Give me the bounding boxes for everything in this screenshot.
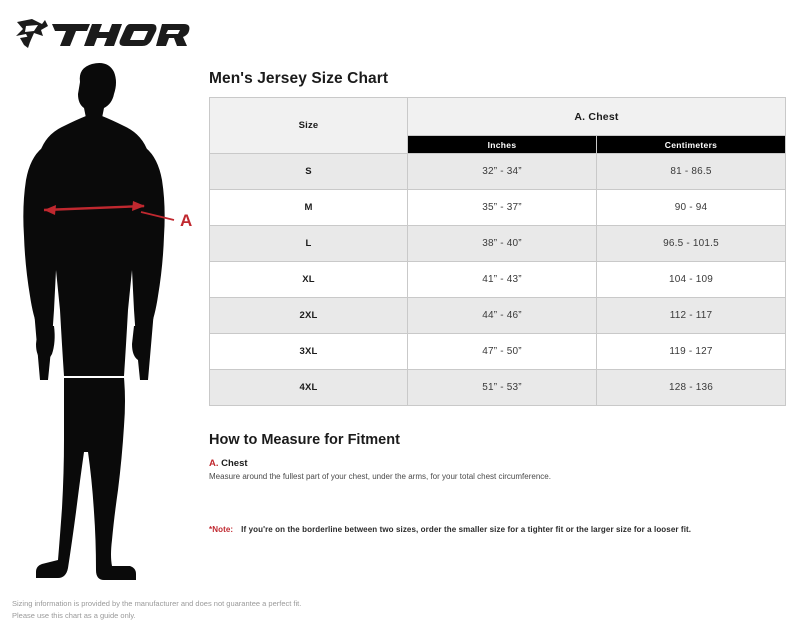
column-header-size: Size <box>209 97 408 154</box>
cell-size: 2XL <box>209 297 408 334</box>
table-body: S 32” - 34” 81 - 86.5 M 35” - 37” 90 - 9… <box>209 153 786 406</box>
table-row: M 35” - 37” 90 - 94 <box>209 189 786 226</box>
cell-centimeters: 112 - 117 <box>596 297 786 334</box>
table-row: XL 41” - 43” 104 - 109 <box>209 261 786 298</box>
cell-size: 3XL <box>209 333 408 370</box>
column-header-centimeters: Centimeters <box>596 135 786 154</box>
chest-measure-arrow <box>43 201 175 221</box>
table-row: 2XL 44” - 46” 112 - 117 <box>209 297 786 334</box>
size-chart-table: Size A. Chest Inches Centimeters S 32” -… <box>209 97 786 406</box>
table-header-row-units: Inches Centimeters <box>210 135 786 154</box>
table-header-row-group: Size A. Chest <box>209 97 786 154</box>
note-line: *Note: If you're on the borderline betwee… <box>209 525 789 534</box>
content-column: Men's Jersey Size Chart Size A. Chest In… <box>209 70 789 534</box>
male-silhouette-svg: A <box>23 63 192 580</box>
cell-inches: 32” - 34” <box>407 153 597 190</box>
cell-inches: 35” - 37” <box>407 189 597 226</box>
column-header-inches: Inches <box>407 135 597 154</box>
page-title: Men's Jersey Size Chart <box>209 70 389 87</box>
footer-disclaimer: Sizing information is provided by the ma… <box>12 598 301 622</box>
cell-inches: 44” - 46” <box>407 297 597 334</box>
how-to-measure-section: How to Measure for Fitment A. Chest Meas… <box>209 432 789 483</box>
measurement-figure: A <box>8 60 208 600</box>
measure-item-chest-title: A. Chest <box>209 458 789 469</box>
table-header: Size A. Chest Inches Centimeters <box>209 97 786 154</box>
brand-logo <box>12 14 192 54</box>
footer-line-2: Please use this chart as a guide only. <box>12 611 136 620</box>
cell-centimeters: 90 - 94 <box>596 189 786 226</box>
note-label: *Note: <box>209 524 234 534</box>
cell-centimeters: 119 - 127 <box>596 333 786 370</box>
measure-item-name: Chest <box>218 458 248 469</box>
thor-wordmark <box>52 24 190 46</box>
cell-centimeters: 81 - 86.5 <box>596 153 786 190</box>
cell-inches: 38” - 40” <box>407 225 597 262</box>
male-torso-silhouette <box>23 63 165 580</box>
cell-centimeters: 96.5 - 101.5 <box>596 225 786 262</box>
measure-item-letter: A. <box>209 458 219 469</box>
cell-inches: 47” - 50” <box>407 333 597 370</box>
cell-size: 4XL <box>209 369 408 406</box>
table-row: L 38” - 40” 96.5 - 101.5 <box>209 225 786 262</box>
column-header-chest-group: A. Chest <box>407 97 786 136</box>
thor-helmet-icon <box>16 19 48 48</box>
note-text: If you're on the borderline between two … <box>241 524 692 534</box>
cell-size: L <box>209 225 408 262</box>
cell-size: S <box>209 153 408 190</box>
cell-size: M <box>209 189 408 226</box>
cell-inches: 41” - 43” <box>407 261 597 298</box>
footer-line-1: Sizing information is provided by the ma… <box>12 599 302 608</box>
cell-inches: 51” - 53” <box>407 369 597 406</box>
cell-size: XL <box>209 261 408 298</box>
thor-logo-svg <box>16 19 190 48</box>
cell-centimeters: 104 - 109 <box>596 261 786 298</box>
measure-item-chest-description: Measure around the fullest part of your … <box>209 472 551 481</box>
table-row: 3XL 47” - 50” 119 - 127 <box>209 333 786 370</box>
table-row: 4XL 51” - 53” 128 - 136 <box>209 369 786 406</box>
figure-callout-label: A <box>180 211 192 230</box>
table-row: S 32” - 34” 81 - 86.5 <box>209 153 786 190</box>
cell-centimeters: 128 - 136 <box>596 369 786 406</box>
how-to-measure-heading: How to Measure for Fitment <box>209 432 400 448</box>
